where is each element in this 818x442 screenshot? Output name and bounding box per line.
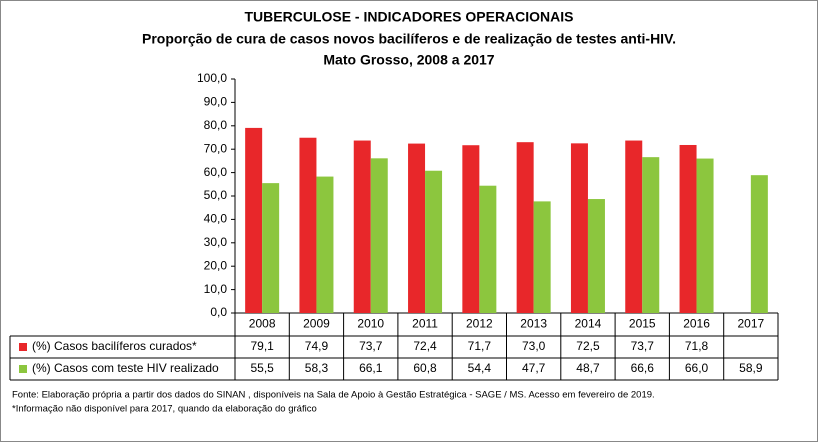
y-tick-label: 10,0 bbox=[204, 282, 228, 296]
x-tick-label: 2015 bbox=[629, 317, 656, 331]
data-label: 74,9 bbox=[305, 339, 329, 353]
bar bbox=[679, 144, 697, 313]
data-label: 71,8 bbox=[685, 339, 709, 353]
data-label: 60,8 bbox=[413, 361, 437, 375]
bar bbox=[316, 176, 334, 313]
x-tick-label: 2011 bbox=[412, 317, 438, 331]
data-label: 79,1 bbox=[250, 339, 274, 353]
bar bbox=[587, 199, 605, 313]
data-label: 66,0 bbox=[685, 361, 709, 375]
bar bbox=[299, 137, 317, 313]
data-label: 73,7 bbox=[359, 339, 383, 353]
footnote: Fonte: Elaboração própria a partir dos d… bbox=[12, 390, 655, 401]
x-tick-label: 2017 bbox=[737, 317, 764, 331]
data-label: 55,5 bbox=[250, 361, 274, 375]
data-label: 48,7 bbox=[576, 361, 600, 375]
x-tick-label: 2009 bbox=[303, 317, 330, 331]
y-tick-label: 0,0 bbox=[210, 305, 227, 319]
y-tick-label: 70,0 bbox=[204, 141, 228, 155]
data-label: 66,1 bbox=[359, 361, 383, 375]
legend-key bbox=[19, 365, 27, 373]
bar bbox=[533, 201, 551, 313]
data-label: 58,9 bbox=[739, 361, 763, 375]
legend-key bbox=[19, 343, 27, 351]
bar bbox=[570, 143, 588, 313]
y-tick-label: 40,0 bbox=[204, 212, 228, 226]
bar bbox=[262, 183, 280, 313]
data-label: 47,7 bbox=[522, 361, 546, 375]
x-tick-label: 2016 bbox=[683, 317, 710, 331]
y-tick-label: 30,0 bbox=[204, 235, 228, 249]
x-tick-label: 2013 bbox=[520, 317, 547, 331]
data-label: 72,4 bbox=[413, 339, 437, 353]
bar bbox=[642, 157, 660, 313]
y-tick-label: 60,0 bbox=[204, 165, 228, 179]
bar bbox=[370, 158, 388, 313]
legend-label: (%) Casos bacilíferos curados* bbox=[32, 339, 197, 353]
bar bbox=[462, 145, 480, 313]
y-tick-label: 80,0 bbox=[204, 118, 228, 132]
y-tick-label: 50,0 bbox=[204, 188, 228, 202]
footnote: *Informação não disponível para 2017, qu… bbox=[12, 404, 317, 415]
data-label: 54,4 bbox=[468, 361, 492, 375]
chart-subtitle: Proporção de cura de casos novos bacilíf… bbox=[142, 31, 676, 47]
bar bbox=[353, 140, 371, 313]
chart-subtitle: Mato Grosso, 2008 a 2017 bbox=[323, 52, 494, 68]
legend-label: (%) Casos com teste HIV realizado bbox=[32, 361, 219, 375]
bar bbox=[479, 185, 497, 313]
bar bbox=[696, 158, 714, 313]
bar bbox=[245, 127, 263, 313]
x-tick-label: 2008 bbox=[249, 317, 276, 331]
x-tick-label: 2010 bbox=[357, 317, 384, 331]
y-tick-label: 100,0 bbox=[197, 71, 227, 85]
data-label: 72,5 bbox=[576, 339, 600, 353]
data-label: 58,3 bbox=[305, 361, 329, 375]
y-tick-label: 20,0 bbox=[204, 258, 228, 272]
data-label: 66,6 bbox=[631, 361, 655, 375]
y-tick-label: 90,0 bbox=[204, 95, 228, 109]
x-tick-label: 2012 bbox=[466, 317, 493, 331]
bar bbox=[750, 175, 768, 313]
data-label: 71,7 bbox=[468, 339, 492, 353]
data-label: 73,0 bbox=[522, 339, 546, 353]
bar bbox=[516, 142, 534, 313]
data-label: 73,7 bbox=[631, 339, 655, 353]
bar bbox=[625, 140, 643, 313]
chart-title: TUBERCULOSE - INDICADORES OPERACIONAIS bbox=[244, 9, 573, 25]
bar bbox=[408, 143, 426, 313]
bar bbox=[425, 170, 443, 313]
x-tick-label: 2014 bbox=[575, 317, 602, 331]
